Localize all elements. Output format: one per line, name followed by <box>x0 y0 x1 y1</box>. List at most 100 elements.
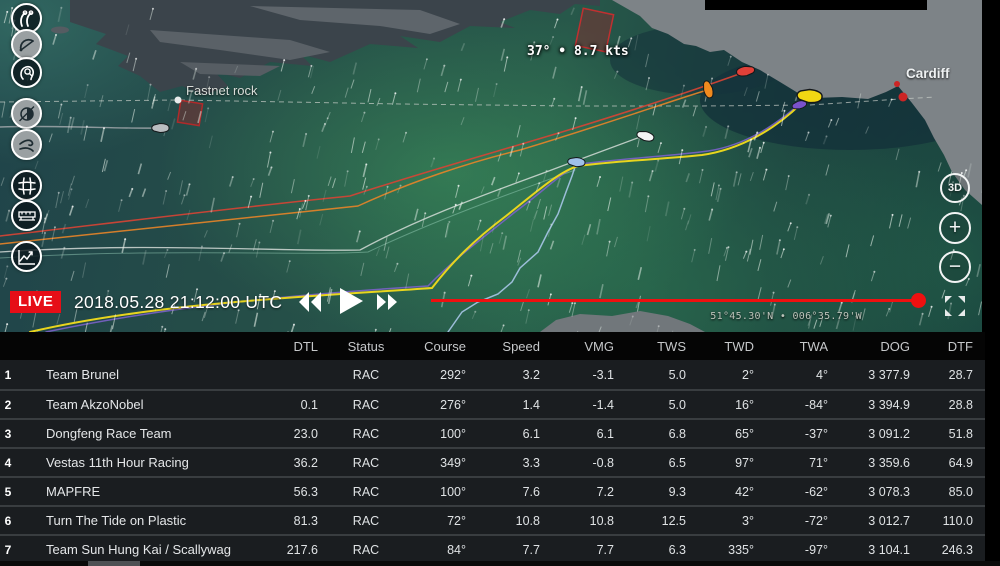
cardiff-label: Cardiff <box>906 66 950 81</box>
team-name[interactable]: MAPFRE <box>46 484 101 499</box>
team-name[interactable]: Team AkzoNobel <box>46 397 144 412</box>
cell-speed: 7.7 <box>522 542 540 557</box>
track-mapfre <box>0 135 644 253</box>
play-icon <box>340 288 363 314</box>
day-night-tool-button[interactable] <box>11 98 42 129</box>
cell-dtf: 28.7 <box>948 367 973 382</box>
boat-vestas-11th-hour-racing[interactable] <box>702 80 715 99</box>
column-header-status[interactable]: Status <box>347 338 385 354</box>
route-line <box>0 96 936 107</box>
team-name[interactable]: Vestas 11th Hour Racing <box>46 455 189 470</box>
column-header-dog[interactable]: DOG <box>880 338 910 354</box>
column-header-twd[interactable]: TWD <box>724 338 754 354</box>
team-rank: 3 <box>4 426 12 441</box>
boat-mapfre[interactable] <box>636 130 655 143</box>
team-name[interactable]: Team Sun Hung Kai / Scallywag <box>46 542 231 557</box>
cell-status: RAC <box>352 484 380 499</box>
cell-course: 84° <box>447 542 466 557</box>
leaderboard-row[interactable]: 2 Team AkzoNobel 0.1 RAC 276° 1.4 -1.4 5.0 16° -8… <box>0 389 985 418</box>
scrollbar-thumb[interactable] <box>88 561 140 566</box>
cell-dog: 3 104.1 <box>868 542 910 557</box>
rewind-button[interactable] <box>299 292 321 317</box>
cell-vmg: -1.4 <box>592 397 614 412</box>
fullscreen-icon <box>945 296 965 316</box>
fast-forward-icon <box>377 294 397 310</box>
column-header-twa[interactable]: TWA <box>799 338 828 354</box>
cell-twa: 71° <box>809 455 828 470</box>
grid-tool-button[interactable] <box>11 170 42 201</box>
leaderboard-row[interactable]: 4 Vestas 11th Hour Racing 36.2 RAC 349° 3.3 -0… <box>0 447 985 476</box>
column-header-course[interactable]: Course <box>424 338 466 354</box>
cell-status: RAC <box>352 397 380 412</box>
column-header-dtf[interactable]: DTF <box>947 338 973 354</box>
cell-status: RAC <box>352 455 380 470</box>
play-button[interactable] <box>340 288 363 319</box>
leaderboard-row[interactable]: 1 Team Brunel RAC 292° 3.2 -3.1 5.0 2° 4° 3 377.9… <box>0 360 985 389</box>
cell-speed: 1.4 <box>522 397 540 412</box>
view-3d-button[interactable]: 3D <box>940 173 970 203</box>
day-night-icon <box>18 105 34 121</box>
cell-twd: 65° <box>735 426 754 441</box>
landmass-cornwall <box>540 311 705 332</box>
chart-tool-button[interactable] <box>11 241 42 272</box>
column-header-dtl[interactable]: DTL <box>293 338 318 354</box>
cell-course: 349° <box>440 455 466 470</box>
boat-team-sun-hung-kai-scallywag[interactable] <box>151 122 170 134</box>
exclusion-zone-2 <box>176 99 204 127</box>
cell-course: 292° <box>440 367 466 382</box>
leaderboard-row[interactable]: 6 Turn The Tide on Plastic 81.3 RAC 72° 10.8 1… <box>0 505 985 534</box>
track-dongfeng <box>0 72 743 237</box>
cell-twd: 42° <box>735 484 754 499</box>
ruler-icon <box>17 210 36 221</box>
cell-dog: 3 078.3 <box>868 484 910 499</box>
boat-turn-the-tide-on-plastic[interactable] <box>567 157 586 168</box>
team-rank: 5 <box>4 484 12 499</box>
team-name[interactable]: Turn The Tide on Plastic <box>46 513 187 528</box>
map-canvas <box>0 0 982 332</box>
timeline-track[interactable] <box>431 299 913 302</box>
cell-tws: 12.5 <box>661 513 686 528</box>
wind-tool-button[interactable] <box>11 129 42 160</box>
race-map[interactable]: Fastnet rock Cardiff 37° • 8.7 kts 51°45… <box>0 0 982 332</box>
cell-status: RAC <box>352 426 380 441</box>
protractor-tool-button[interactable] <box>11 29 42 60</box>
team-name[interactable]: Dongfeng Race Team <box>46 426 172 441</box>
leaderboard-row[interactable]: 3 Dongfeng Race Team 23.0 RAC 100° 6.1 6.1 6.8 6… <box>0 418 985 447</box>
track-faint <box>0 169 576 259</box>
cell-dtf: 110.0 <box>942 513 973 528</box>
dividers-tool-button[interactable] <box>11 3 42 34</box>
cell-twa: -84° <box>804 397 828 412</box>
fastnet-marker <box>174 96 182 104</box>
column-header-tws[interactable]: TWS <box>657 338 686 354</box>
cell-vmg: -0.8 <box>592 455 614 470</box>
cell-dtf: 64.9 <box>948 455 973 470</box>
boat-dongfeng-race-team[interactable] <box>736 65 756 77</box>
live-badge[interactable]: LIVE <box>10 291 62 313</box>
cell-speed: 3.3 <box>522 455 540 470</box>
boat-team-brunel[interactable] <box>796 88 823 104</box>
column-header-speed[interactable]: Speed <box>502 338 540 354</box>
spectator-tool-button[interactable] <box>11 57 42 88</box>
cell-twd: 3° <box>742 513 754 528</box>
cell-vmg: 7.7 <box>596 542 614 557</box>
team-name[interactable]: Team Brunel <box>46 367 119 382</box>
cell-dtf: 85.0 <box>948 484 973 499</box>
zoom-out-button[interactable]: − <box>939 251 971 283</box>
cell-course: 100° <box>440 426 466 441</box>
cell-speed: 10.8 <box>515 513 540 528</box>
zoom-in-button[interactable]: + <box>939 212 971 244</box>
leaderboard-row[interactable]: 7 Team Sun Hung Kai / Scallywag 217.6 RAC 84… <box>0 534 985 563</box>
dividers-icon <box>19 9 33 27</box>
fullscreen-button[interactable] <box>944 295 966 317</box>
collapsed-top-panel[interactable] <box>705 0 927 10</box>
landmass-ireland <box>21 0 600 95</box>
column-header-vmg[interactable]: VMG <box>584 338 614 354</box>
fast-forward-button[interactable] <box>377 294 397 315</box>
horizontal-scrollbar[interactable] <box>0 561 1000 566</box>
cell-tws: 6.5 <box>668 455 686 470</box>
timeline-knob[interactable] <box>911 293 926 308</box>
ruler-tool-button[interactable] <box>11 200 42 231</box>
leaderboard-row[interactable]: 5 MAPFRE 56.3 RAC 100° 7.6 7.2 9.3 42° -62° 3 078.… <box>0 476 985 505</box>
track-tttop <box>447 163 577 332</box>
track-brunel <box>29 98 807 332</box>
